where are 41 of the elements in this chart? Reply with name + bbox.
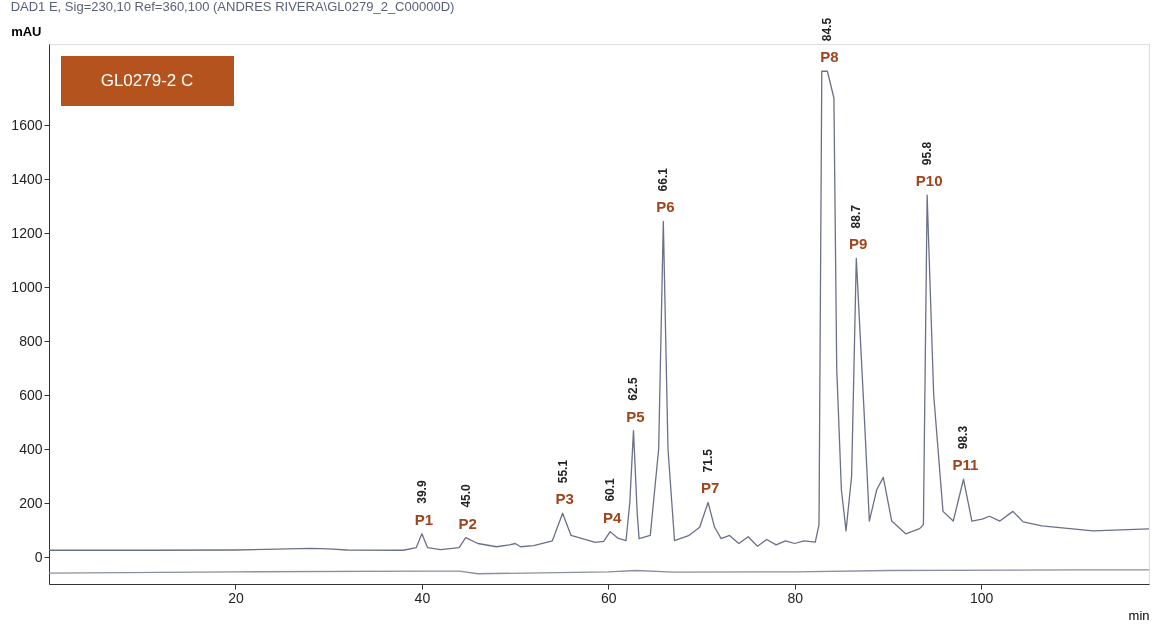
annotation: 95.8 [920,141,935,166]
annotation: P2 [458,514,477,532]
annotation: 39.9 [414,480,429,504]
annotation: P3 [555,490,574,508]
annotation: 45.0 [458,483,473,508]
annotation: 98.3 [956,425,971,450]
annotation: 60.1 [603,477,618,502]
y-tick-label: 1600 [11,116,43,133]
annotation: P1 [414,510,434,528]
annotation: GL0279-2 C [100,71,194,90]
x-tick-label: 60 [601,589,617,606]
y-axis-title: mAU [11,23,42,39]
annotation: 55.1 [555,459,570,484]
y-tick-label: 1200 [11,224,43,241]
line-series [48,70,1150,551]
annotation: P9 [849,235,868,253]
y-tick-label: 200 [19,494,43,511]
annotation: 88.7 [849,204,864,229]
annotation: 66.1 [656,167,671,192]
annotation: P5 [626,407,645,425]
chart-title: DAD1 E, Sig=230,10 Ref=360,100 (ANDRES RIVERA\GL0279_2_C00000D) [10,0,455,14]
annotation: P8 [820,48,839,66]
y-tick-label: 0 [34,548,43,565]
annotation: 62.5 [626,376,641,401]
annotation: P7 [700,479,720,497]
annotation: 71.5 [701,448,716,473]
annotation: P4 [603,508,623,526]
y-tick-label: 800 [19,332,43,349]
x-tick-label: 100 [970,589,994,606]
annotation: P11 [952,456,979,474]
x-axis-title: min [1128,607,1150,623]
x-tick-label: 80 [787,589,804,606]
annotation: P10 [915,172,943,190]
annotation: 84.5 [820,17,835,42]
x-tick-label: 20 [228,589,244,606]
y-tick-label: 1400 [11,170,43,187]
y-tick-label: 1000 [11,278,43,295]
y-tick-label: 400 [19,440,43,457]
annotation: P6 [656,198,675,216]
x-tick-label: 40 [414,589,431,606]
y-tick-label: 600 [19,386,43,403]
